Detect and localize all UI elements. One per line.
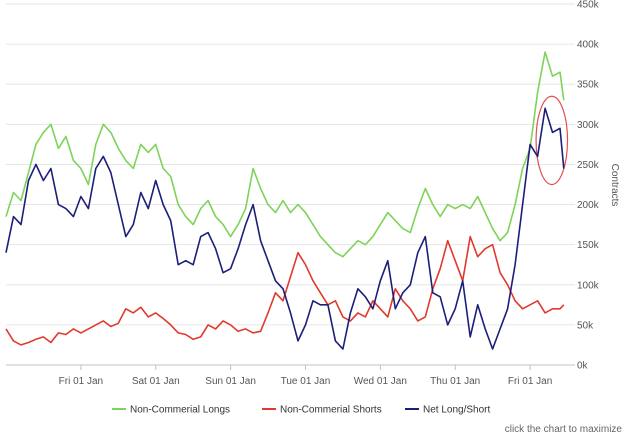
x-tick-label: Tue 01 Jan — [281, 376, 331, 387]
legend-item-0[interactable]: Non-Commerial Longs — [112, 405, 230, 416]
y-axis-title: Contracts — [609, 164, 620, 207]
series-line-2[interactable] — [5, 107, 565, 350]
x-tick-label: Fri 01 Jan — [59, 376, 103, 387]
legend-label: Net Long/Short — [423, 405, 490, 416]
legend-label: Non-Commerial Shorts — [280, 405, 382, 416]
x-tick-label: Sun 01 Jan — [205, 376, 256, 387]
legend[interactable]: Non-Commerial Longs Non-Commerial Shorts N… — [112, 405, 490, 416]
grid — [6, 3, 575, 366]
series-line-1[interactable] — [5, 235, 565, 346]
y-tick-label: 350k — [577, 80, 600, 91]
y-tick-label: 400k — [577, 40, 600, 51]
series-line-0[interactable] — [5, 51, 565, 258]
y-tick-label: 50k — [577, 320, 594, 331]
x-tick-label: Fri 01 Jan — [508, 376, 552, 387]
x-tick-label: Thu 01 Jan — [430, 376, 480, 387]
legend-label: Non-Commerial Longs — [130, 405, 230, 416]
y-tick-label: 450k — [577, 0, 600, 11]
y-axis-labels: 0k 50k 100k 150k 200k 250k 300k 350k 400k 450k — [577, 0, 600, 372]
y-tick-label: 100k — [577, 280, 600, 291]
legend-item-1[interactable]: Non-Commerial Shorts — [262, 405, 382, 416]
annotation-layer — [535, 95, 569, 186]
maximize-caption[interactable]: click the chart to maximize — [504, 424, 622, 435]
x-axis-ticks — [6, 364, 575, 370]
x-tick-label: Wed 01 Jan — [354, 376, 407, 387]
series-layer[interactable] — [5, 51, 565, 350]
y-tick-label: 150k — [577, 240, 600, 251]
highlight-ellipse — [535, 95, 569, 186]
x-axis-labels: Fri 01 Jan Sat 01 Jan Sun 01 Jan Tue 01 Jan… — [59, 376, 553, 387]
y-tick-label: 250k — [577, 160, 600, 171]
y-tick-label: 200k — [577, 200, 600, 211]
legend-item-2[interactable]: Net Long/Short — [405, 405, 490, 416]
x-tick-label: Sat 01 Jan — [132, 376, 180, 387]
y-tick-label: 300k — [577, 120, 600, 131]
y-tick-label: 0k — [577, 361, 589, 372]
